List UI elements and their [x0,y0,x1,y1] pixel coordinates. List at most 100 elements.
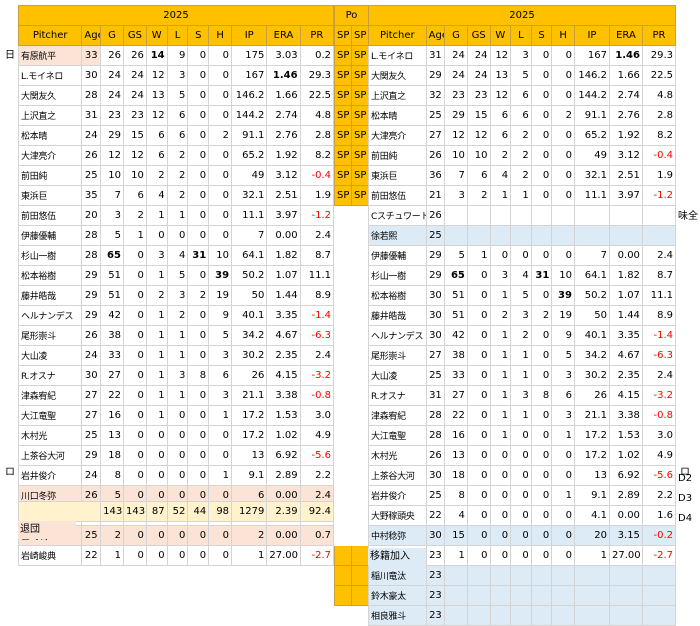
cell-h: 0 [208,445,233,466]
cell-s: 0 [187,385,210,406]
cell-h: 0 [208,165,233,186]
cell-age: 23 [425,585,446,606]
cell-name: 大津亮介 [368,125,427,146]
table-row: 木村光 25 13 0 0 0 0 0 17.2 1.02 4.9 [17,425,335,446]
table-row: 東浜巨 35 7 6 4 2 0 0 32.1 2.51 1.9 [17,185,335,206]
cell-h: 0 [208,85,233,106]
cell-l: 2 [166,305,189,326]
cell-l: 0 [510,525,532,546]
cell-ip: 26 [231,365,268,386]
table-row: 大野稼頭央 22 4 0 0 0 0 0 4.1 0.00 1.6 [368,505,677,526]
cell-g: 42 [100,305,124,326]
cell-empty [489,565,512,586]
cell-l [510,225,532,246]
cell-gs [466,205,491,226]
cell-h: 39 [551,285,575,306]
table-row: 尾形崇斗 27 38 0 1 1 0 5 34.2 4.67 -6.3 [368,345,677,366]
cell-w: 0 [145,525,168,546]
cell-g: 12 [444,125,468,146]
cell-h: 9 [208,305,233,326]
table-row: 藤井皓哉 30 51 0 2 3 2 19 50 1.44 8.9 [368,305,677,326]
legend-joined: 移籍加入 [368,548,426,566]
table-row: 相良雅斗 23 [368,605,677,626]
right-header-row: PitcherAgeGGSWLSHIPERAPR [368,25,677,46]
cell-gs: 10 [466,145,491,166]
cell-g: 33 [444,365,468,386]
cell-empty [489,585,512,606]
cell-l: 1 [166,325,189,346]
side-mark-right-2: ロ [680,467,690,478]
cell-ip: 50.2 [231,265,268,286]
cell-l: 2 [166,185,189,206]
cell-ip: 32.1 [231,185,268,206]
cell-age: 31 [425,45,446,66]
cell-s: 31 [530,265,553,286]
cell-ip: 144.2 [231,105,268,126]
cell-gs: 6 [122,185,147,206]
po-blank [350,405,370,426]
cell-name: 岩井俊介 [17,465,83,486]
cell-age: 28 [81,225,102,246]
cell-w: 4 [145,185,168,206]
cell-gs: 0 [122,425,147,446]
cell-g: 29 [100,125,124,146]
cell-h [551,205,575,226]
cell-g: 22 [100,385,124,406]
po-row: SP SP [334,45,370,66]
right-col-header: PR [641,25,677,46]
cell-w: 4 [489,165,512,186]
cell-h: 9 [551,325,575,346]
cell-era: 2.35 [608,365,643,386]
cell-w: 0 [489,545,512,566]
cell-g: 38 [100,325,124,346]
cell-g: 5 [100,225,124,246]
cell-s: 0 [530,405,553,426]
cell-name: ヘルナンデス [17,305,83,326]
cell-era: 1.53 [608,425,643,446]
cell-pr: 2.2 [641,485,677,506]
cell-name: 松本裕樹 [17,265,83,286]
po-row [334,545,370,566]
left-col-header: IP [231,25,268,46]
cell-gs: 0 [122,265,147,286]
cell-l: 2 [166,145,189,166]
cell-era: 3.12 [608,145,643,166]
po-blank [334,465,352,486]
cell-pr [641,205,677,226]
table-row: 前田純 26 10 10 2 2 0 0 49 3.12 -0.4 [368,145,677,166]
table-row: 松本裕樹 30 51 0 1 5 0 39 50.2 1.07 11.1 [368,285,677,306]
left-col-header: W [145,25,168,46]
cell-ip: 34.2 [231,325,268,346]
cell-gs: 0 [122,525,147,546]
cell-s: 0 [187,345,210,366]
cell-age: 24 [81,125,102,146]
cell-s: 0 [187,265,210,286]
cell-gs: 0 [122,545,147,566]
cell-name: 岩井俊介 [368,485,427,506]
cell-w: 0 [145,425,168,446]
cell-w: 3 [145,245,168,266]
cell-gs: 1 [122,225,147,246]
cell-w: 2 [145,285,168,306]
cell-pr: 0.2 [299,45,335,66]
position-column: Po SP SP SP SP SP SP SP SP SP SP SP SP SP SP SP SP SP SP [333,5,370,606]
cell-empty [573,585,610,606]
po-row [334,325,370,346]
cell-era: 2.89 [608,485,643,506]
cell-era: 1.07 [266,265,301,286]
cell-l: 1 [166,345,189,366]
po-blank [334,585,352,606]
cell-gs: 0 [122,325,147,346]
cell-gs: 26 [122,45,147,66]
cell-age: 28 [81,85,102,106]
cell-s: 0 [187,125,210,146]
cell-s: 0 [187,325,210,346]
cell-name: 藤井皓哉 [368,305,427,326]
cell-s: 8 [187,365,210,386]
po-blank [350,325,370,346]
po-blank [350,505,370,526]
cell-w: 14 [145,45,168,66]
cell-gs: 0 [122,465,147,486]
cell-l: 0 [166,465,189,486]
cell-age: 36 [425,165,446,186]
